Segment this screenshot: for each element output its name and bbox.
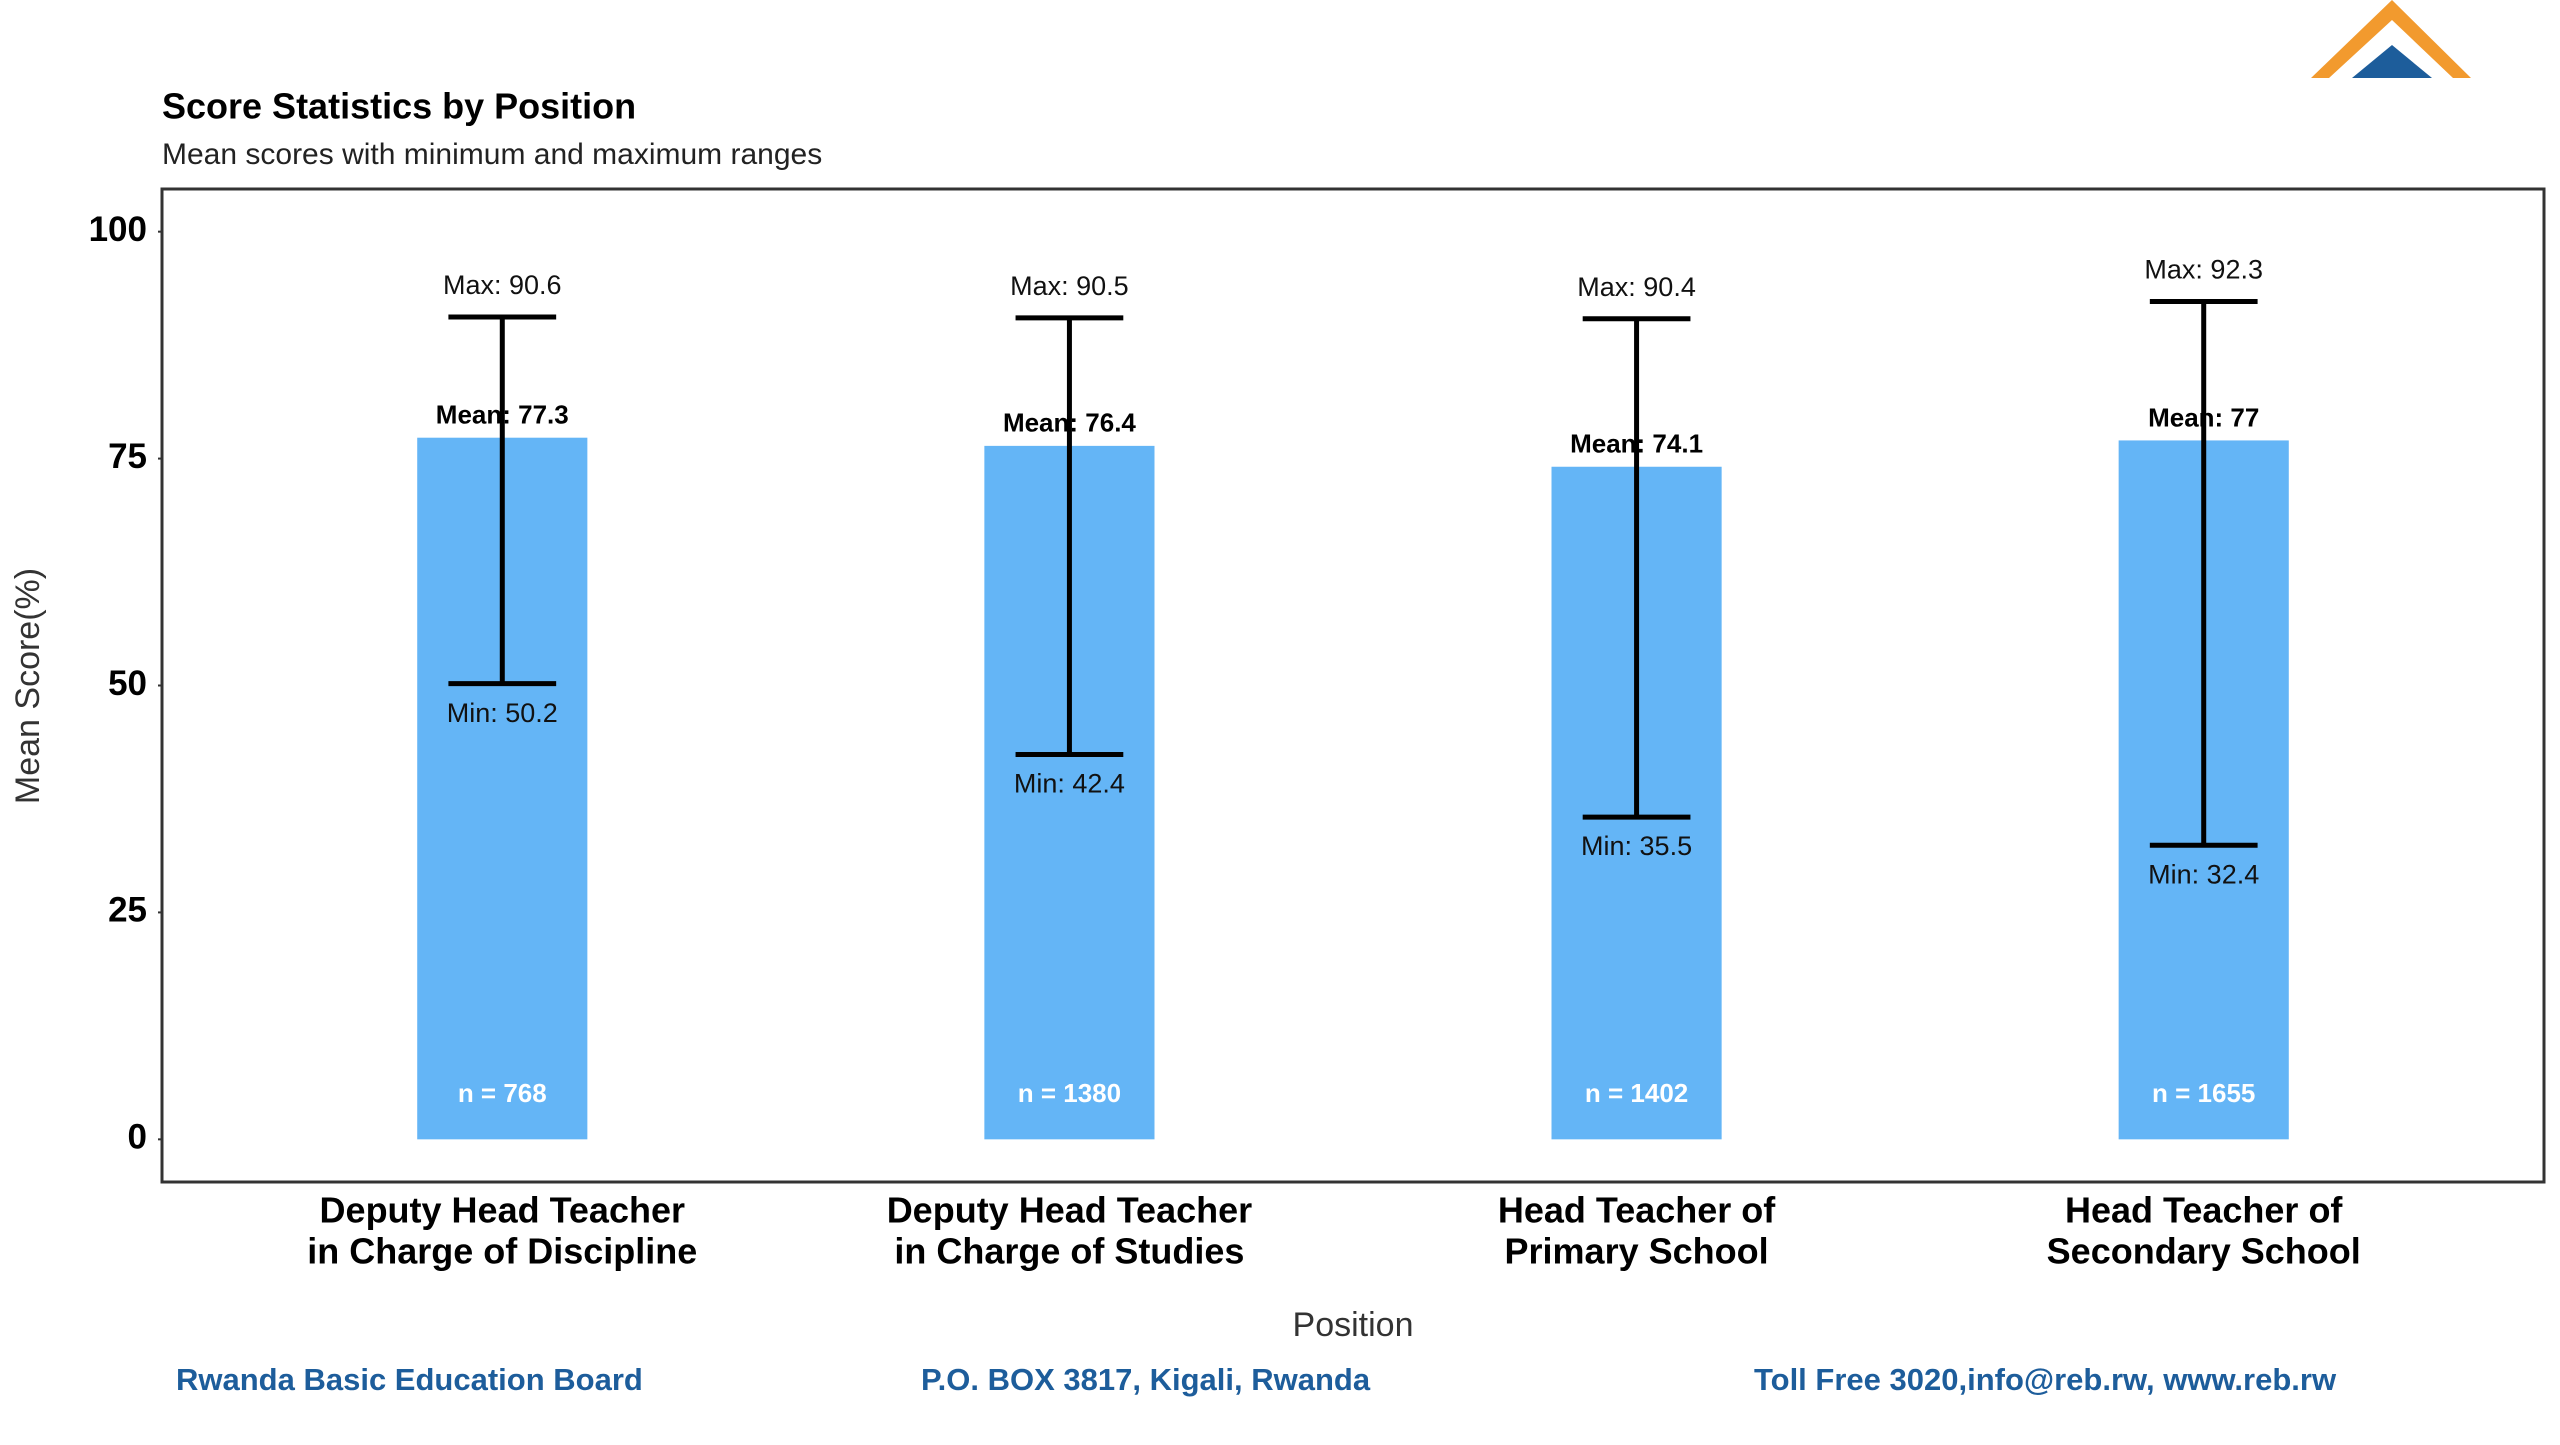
chart-title: Score Statistics by Position	[162, 86, 636, 127]
y-axis-label: Mean Score(%)	[9, 568, 47, 804]
mean-label: Mean: 77.3	[436, 400, 569, 430]
x-tick-label: Deputy Head Teacher	[887, 1190, 1252, 1231]
max-label: Max: 92.3	[2144, 255, 2263, 285]
y-tick-label: 75	[108, 437, 147, 476]
x-tick-label: Head Teacher of	[1498, 1190, 1776, 1231]
min-label: Min: 32.4	[2148, 859, 2259, 889]
logo-roof	[2352, 45, 2432, 78]
mean-label: Mean: 77	[2148, 402, 2259, 432]
x-tick-label: Primary School	[1505, 1231, 1769, 1272]
count-label: n = 1380	[1018, 1078, 1121, 1108]
chart-subtitle: Mean scores with minimum and maximum ran…	[162, 138, 822, 171]
max-label: Max: 90.6	[443, 270, 562, 300]
footer-contact: Toll Free 3020,info@reb.rw, www.reb.rw	[1754, 1362, 2337, 1397]
min-label: Min: 42.4	[1014, 769, 1125, 799]
count-label: n = 1402	[1585, 1078, 1688, 1108]
max-label: Max: 90.4	[1577, 272, 1696, 302]
y-tick-label: 50	[108, 664, 147, 703]
count-label: n = 768	[458, 1078, 547, 1108]
logo-chevron	[2311, 0, 2471, 78]
footer-address: P.O. BOX 3817, Kigali, Rwanda	[921, 1362, 1371, 1397]
y-tick-label: 25	[108, 891, 147, 930]
max-label: Max: 90.5	[1010, 271, 1129, 301]
y-tick-label: 0	[128, 1118, 147, 1157]
x-tick-label: Secondary School	[2047, 1231, 2361, 1272]
mean-label: Mean: 76.4	[1003, 408, 1136, 438]
footer-organization: Rwanda Basic Education Board	[176, 1362, 643, 1397]
x-tick-label: in Charge of Discipline	[307, 1231, 697, 1272]
count-label: n = 1655	[2152, 1078, 2255, 1108]
mean-label: Mean: 74.1	[1570, 429, 1703, 459]
min-label: Min: 50.2	[447, 698, 558, 728]
min-label: Min: 35.5	[1581, 831, 1692, 861]
x-tick-label: Head Teacher of	[2065, 1190, 2343, 1231]
x-tick-label: in Charge of Studies	[894, 1231, 1244, 1272]
x-tick-label: Deputy Head Teacher	[320, 1190, 685, 1231]
y-tick-label: 100	[89, 210, 147, 249]
x-axis-label: Position	[1293, 1306, 1414, 1344]
